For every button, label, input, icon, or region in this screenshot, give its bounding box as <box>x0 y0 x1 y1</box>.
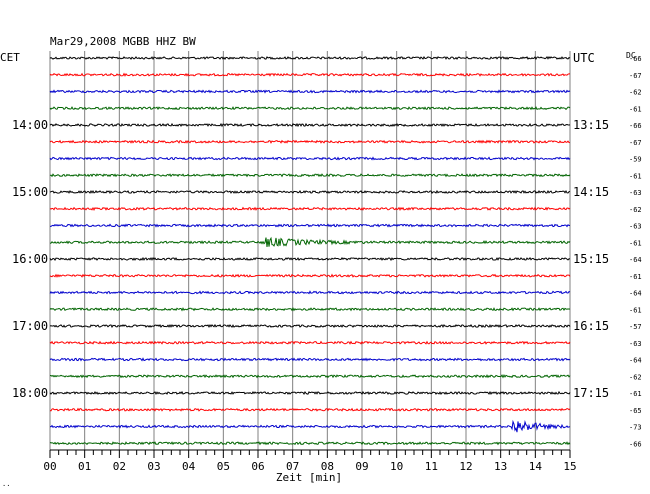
x-tick-label: 08 <box>321 460 334 473</box>
right-time-label: 14:15 <box>573 185 609 199</box>
trace-23 <box>49 441 571 446</box>
x-tick-label: 11 <box>425 460 438 473</box>
dc-offset-label: -66 <box>629 55 642 63</box>
trace-19 <box>49 374 571 379</box>
trace-20 <box>49 390 571 396</box>
dc-offset-label: -63 <box>629 189 642 197</box>
x-tick-label: 02 <box>113 460 126 473</box>
dc-offset-label: -66 <box>629 122 642 130</box>
trace-12 <box>49 256 571 262</box>
dc-offset-label: -62 <box>629 89 642 97</box>
dc-offset-label: -59 <box>629 156 642 164</box>
dc-offset-label: -67 <box>629 72 642 80</box>
dc-offset-label: -62 <box>629 373 642 381</box>
trace-16 <box>49 323 571 329</box>
x-tick-label: 14 <box>529 460 543 473</box>
dc-offset-label: -61 <box>629 390 642 398</box>
dc-offset-label: -61 <box>629 273 642 281</box>
x-tick-label: 12 <box>459 460 472 473</box>
left-timezone-label: CET <box>0 51 20 64</box>
x-axis-label: Zeit [min] <box>276 471 342 484</box>
trace-22 <box>49 419 571 433</box>
x-axis: 00 01 02 03 04 05 06 07 08 09 10 11 12 13 14 15 <box>43 449 577 473</box>
trace-9 <box>49 206 571 211</box>
trace-lines <box>49 56 571 446</box>
dc-offset-label: -61 <box>629 306 642 314</box>
dc-offset-label: -61 <box>629 105 642 113</box>
trace-17 <box>49 340 571 345</box>
x-tick-label: 06 <box>251 460 264 473</box>
right-time-label: 16:15 <box>573 319 609 333</box>
trace-18 <box>49 357 571 362</box>
trace-0 <box>49 56 571 61</box>
dc-offset-label: -61 <box>629 239 642 247</box>
x-tick-label: 10 <box>390 460 403 473</box>
trace-15 <box>49 307 571 312</box>
dc-offset-label: -64 <box>629 357 642 365</box>
x-tick-label: 04 <box>182 460 196 473</box>
left-time-label: 14:00 <box>12 118 48 132</box>
dc-offset-label: -57 <box>629 323 642 331</box>
x-tick-label: 13 <box>494 460 507 473</box>
dc-offset-label: -64 <box>629 256 642 264</box>
dc-offset-label: -61 <box>629 172 642 180</box>
x-tick-label: 03 <box>147 460 160 473</box>
x-tick-label: 01 <box>78 460 91 473</box>
dc-offset-label: -66 <box>629 440 642 448</box>
left-time-label: 16:00 <box>12 252 48 266</box>
trace-1 <box>49 72 571 77</box>
x-tick-label: 05 <box>217 460 230 473</box>
trace-10 <box>50 223 571 228</box>
x-tick-label: 15 <box>563 460 576 473</box>
right-time-label: UTC <box>573 51 595 65</box>
trace-13 <box>49 273 571 278</box>
left-time-label: 15:00 <box>12 185 48 199</box>
trace-8 <box>49 189 571 195</box>
right-time-label: 13:15 <box>573 118 609 132</box>
corner-mark: ·· <box>2 482 10 490</box>
time-labels: -66 -67 -62 -61 -66 -67 -59 -61 -63 -62 -63 -61 -64 -… <box>12 51 642 448</box>
dc-offset-label: -63 <box>629 223 642 231</box>
trace-14 <box>49 290 571 295</box>
trace-7 <box>49 173 571 178</box>
trace-6 <box>49 156 571 161</box>
dc-offset-label: -64 <box>629 290 642 298</box>
right-time-label: 15:15 <box>573 252 609 266</box>
dc-offset-label: -73 <box>629 424 642 432</box>
trace-4 <box>49 122 571 128</box>
x-tick-label: 09 <box>355 460 368 473</box>
dc-header-label: DC <box>626 51 636 60</box>
trace-3 <box>49 106 571 111</box>
dc-offset-label: -65 <box>629 407 642 415</box>
dc-offset-label: -63 <box>629 340 642 348</box>
left-time-label: 18:00 <box>12 386 48 400</box>
chart-title: Mar29,2008 MGBB HHZ BW <box>50 35 196 48</box>
x-tick-label: 07 <box>286 460 299 473</box>
grid-lines <box>49 51 571 450</box>
dc-offset-label: -62 <box>629 206 642 214</box>
trace-11 <box>49 236 571 247</box>
x-tick-label: 00 <box>43 460 56 473</box>
dc-offset-label: -67 <box>629 139 642 147</box>
right-time-label: 17:15 <box>573 386 609 400</box>
left-time-label: 17:00 <box>12 319 48 333</box>
trace-5 <box>49 139 571 144</box>
trace-2 <box>49 89 571 94</box>
trace-21 <box>49 407 571 412</box>
